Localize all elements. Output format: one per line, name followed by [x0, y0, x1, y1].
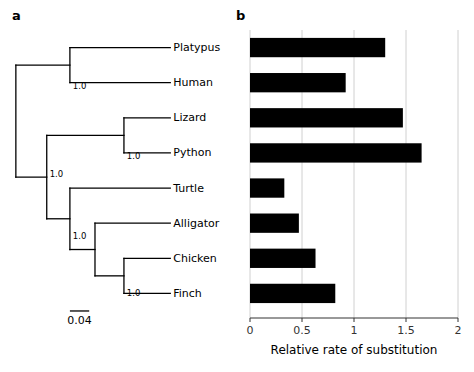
branch	[95, 275, 124, 276]
bar	[250, 108, 403, 127]
branch	[70, 249, 95, 250]
bar	[250, 38, 385, 57]
branch	[124, 258, 170, 259]
branch	[70, 47, 170, 48]
bar	[250, 284, 335, 303]
panel-label: a	[12, 8, 21, 23]
grid-line	[458, 30, 459, 318]
bar	[250, 214, 299, 233]
node-support: 1.0	[127, 151, 141, 161]
species-label: Human	[173, 76, 213, 89]
tick-mark	[458, 318, 459, 322]
branch	[16, 176, 47, 177]
node-connector	[15, 65, 16, 177]
branch	[95, 223, 170, 224]
tick-mark	[354, 318, 355, 322]
tick-label: 0	[247, 324, 254, 337]
node-support: 1.0	[73, 231, 87, 241]
node-support: 1.0	[127, 288, 141, 298]
bar	[250, 143, 422, 162]
species-label: Finch	[173, 287, 202, 300]
grid-line	[406, 30, 407, 318]
node-support: 1.0	[73, 81, 87, 91]
branch	[47, 218, 70, 219]
bar	[250, 178, 284, 197]
tick-label: 1.5	[397, 324, 415, 337]
branch	[124, 117, 170, 118]
tick-mark	[406, 318, 407, 322]
x-axis-label: Relative rate of substitution	[271, 343, 438, 357]
branch	[16, 64, 70, 65]
species-label: Alligator	[173, 217, 219, 230]
bars	[250, 38, 422, 303]
species-label: Lizard	[173, 111, 206, 124]
node-support: 1.0	[50, 169, 64, 179]
branch	[70, 187, 170, 188]
x-axis: 0 0.5 1 1.5 2	[247, 30, 462, 337]
scale-bar	[70, 310, 89, 311]
bar	[250, 73, 346, 92]
tick-label: 1	[351, 324, 358, 337]
species-label: Python	[173, 146, 211, 159]
grid-line	[354, 30, 355, 318]
species-label: Platypus	[173, 41, 220, 54]
species-label: Chicken	[173, 252, 217, 265]
bar	[250, 249, 316, 268]
chart: Platypus Human Lizard Python Turtle Alligator…	[0, 0, 474, 372]
background	[0, 0, 474, 372]
tree: Platypus Human Lizard Python Turtle Alligator…	[16, 41, 221, 327]
tick-label: 2	[455, 324, 462, 337]
branch	[47, 135, 124, 136]
scale-bar-label: 0.04	[67, 314, 92, 327]
panel-label: b	[236, 8, 245, 23]
tick-mark	[250, 318, 251, 322]
tick-label: 0.5	[293, 324, 311, 337]
species-label: Turtle	[172, 182, 204, 195]
tick-mark	[302, 318, 303, 322]
